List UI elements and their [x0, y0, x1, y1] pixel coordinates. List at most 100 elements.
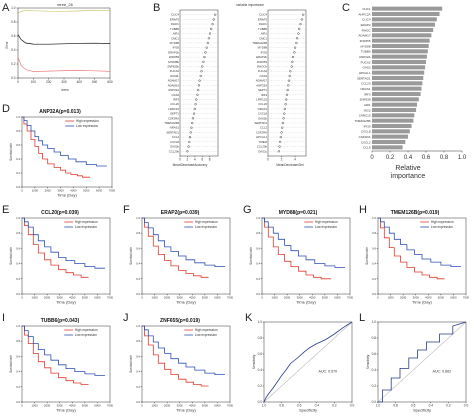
panel-b-right-label: CCL20: [258, 102, 267, 106]
panel-b-left-point: [211, 23, 214, 26]
panel-h-xtick-label: 1000: [387, 296, 394, 300]
panel-d-xtick-label: 6000: [96, 189, 103, 193]
panel-b-right-point: [291, 55, 295, 59]
panel-b-left-label: OAS2L: [170, 74, 179, 78]
panel-f-xtick-label: 6000: [214, 296, 221, 300]
panel-k-ytick-label: 0.0: [258, 400, 263, 404]
panel-l-ytick-label: 0.0: [372, 400, 377, 404]
panel-g-xtick-label: 6000: [334, 296, 341, 300]
panel-a-ytick-label: 0.0: [11, 76, 16, 80]
panel-b-left-point: [214, 13, 217, 16]
panel-b-left-label: CCL20: [170, 102, 179, 106]
panel-j-xlabel: Time (Day): [176, 408, 196, 413]
panel-c-bar: [372, 33, 432, 38]
panel-a-series-line: [17, 9, 111, 14]
panel-c-bar: [372, 107, 417, 113]
panel-b-left-label: ZNF655: [169, 55, 180, 59]
panel-l-xtick-label: 0.2: [446, 404, 451, 408]
panel-f-legend-high: High expression: [195, 220, 218, 224]
panel-a-ytick-label: 0.6: [11, 34, 16, 38]
panel-b-right-point: [302, 13, 305, 16]
panel-c-bar-label: CSF2RA: [359, 135, 371, 139]
panel-i-xtick-label: 2000: [44, 404, 51, 408]
panel-e-xtick-label: 3000: [57, 296, 64, 300]
panel-b-title: variable importance: [236, 3, 264, 7]
panel-f-legend-low: Low expression: [195, 225, 217, 229]
panel-b-left-point: [208, 32, 212, 35]
panel-c-bar: [372, 6, 443, 11]
panel-k-xtick-label: 0.4: [315, 404, 320, 408]
panel-b-left-point: [206, 41, 209, 45]
panel-b-left-label: TUBB6: [170, 27, 179, 31]
panel-c-bar: [372, 49, 428, 54]
panel-b-left-label: ERAP2b: [168, 50, 179, 54]
panel-b-left-label: IFI30: [173, 46, 180, 50]
panel-b-left-point: [194, 103, 197, 106]
panel-d-xtick-label: 7000: [109, 189, 116, 193]
panel-k-roc-line: [263, 321, 353, 403]
panel-e-km-line: [22, 217, 89, 278]
panel-c-bar-label: FUCA2: [361, 60, 371, 64]
panel-b-right-label: AIR1: [261, 32, 268, 36]
panel-i-km-line: [22, 325, 105, 376]
panel-e-ytick-label: 1.0: [16, 216, 20, 220]
panel-g-frame: [261, 217, 351, 295]
panel-k-ytick-label: 0.2: [258, 384, 263, 388]
panel-b-right-point: [291, 60, 294, 63]
panel-c-bar: [372, 43, 429, 49]
panel-c-bar-label: RHOC: [362, 28, 372, 32]
panel-i-xtick-label: 7000: [107, 404, 114, 408]
panel-h-ytick-label: 0.2: [372, 277, 376, 281]
panel-c-bar: [372, 81, 423, 86]
panel-b-left-point: [204, 51, 207, 54]
panel-h-km-line: [378, 217, 445, 280]
panel-i-ytick-label: 0.2: [16, 385, 20, 389]
panel-d-xtick-label: 0: [21, 189, 23, 193]
panel-b-left-point: [197, 84, 200, 87]
panel-b-right-label: SERTAD1: [254, 121, 267, 125]
panel-e-ytick-label: 0.2: [16, 277, 20, 281]
panel-b-right-point: [279, 136, 282, 139]
panel-j-ytick-label: 0.4: [136, 370, 140, 374]
panel-b-right-frame: [267, 9, 307, 157]
panel-a-xtick-label: 0: [17, 80, 19, 84]
panel-c-bar: [372, 139, 406, 145]
panel-b-right-point: [283, 112, 286, 115]
panel-j-ytick-label: 1.0: [136, 324, 140, 328]
panel-h-ytick-label: 1.0: [372, 216, 376, 220]
panel-b-right-point: [299, 23, 302, 26]
panel-g-xtick-label: 3000: [297, 296, 304, 300]
panel-b-right-label: FUCA2: [258, 69, 268, 73]
panel-g-xtick-label: 0: [261, 296, 263, 300]
panel-b-left-label: NRAS1: [170, 126, 180, 130]
panel-d-km-line: [22, 116, 91, 178]
panel-b-right-point: [283, 107, 287, 111]
panel-c-xtick-label: 1.0: [458, 155, 467, 161]
panel-c-xtick-label: 0: [370, 155, 374, 161]
panel-b-left-label: MYD88: [170, 41, 180, 45]
panel-e-xtick-label: 6000: [94, 296, 101, 300]
panel-k-ytick-label: 0.6: [258, 352, 263, 356]
panel-b-right-point: [281, 126, 284, 129]
panel-b-left-label: RHOC: [171, 22, 179, 26]
panel-b-left-label: CMC1: [171, 36, 179, 40]
panel-e-xtick-label: 5000: [82, 296, 89, 300]
panel-b-right-point: [286, 88, 289, 92]
panel-b-left-label: CCL20b: [169, 149, 180, 153]
panel-c-bar: [372, 97, 419, 102]
panel-b-left-xtick-label: 0: [179, 158, 181, 162]
panel-letter-g: G: [243, 204, 252, 216]
panel-c-bar: [372, 11, 440, 17]
panel-b-right-xtick-label: 4: [294, 158, 296, 162]
panel-g-ytick-label: 0.8: [256, 231, 260, 235]
panel-b-left-label: CLIC4: [171, 13, 179, 17]
panel-b-right-label: LRRC15: [256, 97, 267, 101]
panel-d-title: ANP32A(p=0.013): [39, 109, 81, 115]
panel-j-xtick-label: 2000: [164, 404, 171, 408]
panel-b-right-xlabel: MeanDecreaseGini: [276, 163, 304, 167]
panel-b-right-point: [282, 117, 285, 120]
panel-h-xtick-label: 0: [377, 296, 379, 300]
panel-h-ytick-label: 0.0: [372, 292, 376, 296]
panel-j-xtick-label: 3000: [177, 404, 184, 408]
panel-b-left-point: [203, 55, 206, 59]
